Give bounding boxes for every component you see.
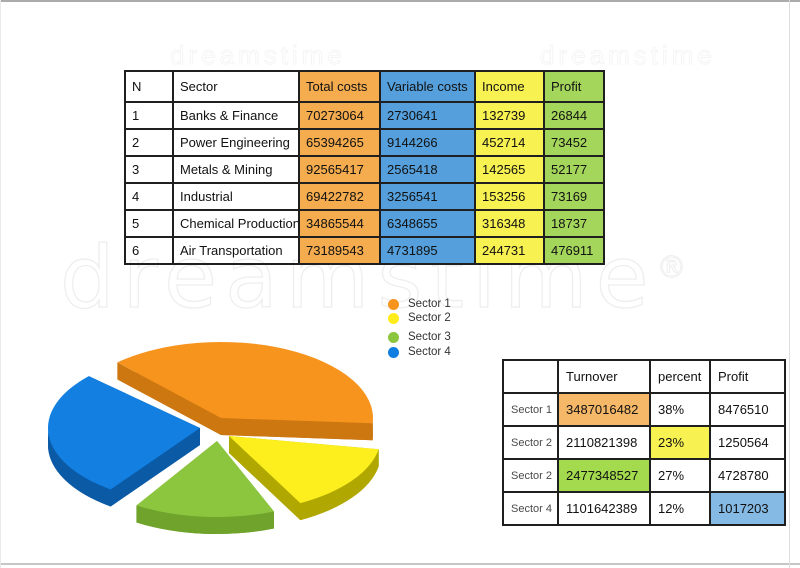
cell: Air Transportation: [172, 236, 300, 265]
cell: 70273064: [298, 101, 381, 130]
pie-chart: [47, 342, 379, 534]
cell: 12%: [649, 491, 711, 526]
cell: 38%: [649, 392, 711, 427]
summary-table: Turnover percent Profit Sector 1 3487016…: [502, 359, 786, 526]
col-header-profit: Profit: [543, 70, 605, 103]
legend-swatch-sector-1-icon: [388, 298, 399, 310]
cell: 6: [124, 236, 174, 265]
legend-label: Sector 4: [408, 346, 451, 358]
cell: 3487016482: [557, 392, 651, 427]
legend-label: Sector 2: [408, 312, 451, 324]
pie-legend: Sector 1 Sector 2 Sector 3 Sector 4: [388, 297, 508, 359]
cell: 8476510: [709, 392, 786, 427]
cell: 1017203: [709, 491, 786, 526]
legend-swatch-sector-2-icon: [388, 312, 399, 324]
cell: 132739: [474, 101, 545, 130]
col-header-percent: percent: [649, 359, 711, 394]
cell: 153256: [474, 182, 545, 211]
col-header-n: N: [124, 70, 174, 103]
col-header-profit: Profit: [709, 359, 786, 394]
table-row: 2 Power Engineering 65394265 9144266 452…: [124, 128, 605, 157]
cell: 4728780: [709, 458, 786, 493]
col-header-blank: [502, 359, 559, 394]
table-row: Sector 4 1101642389 12% 1017203: [502, 491, 786, 526]
frame-right-edge: [789, 0, 790, 568]
cell: 452714: [474, 128, 545, 157]
cell: 27%: [649, 458, 711, 493]
cell: 476911: [543, 236, 605, 265]
cell: 23%: [649, 425, 711, 460]
legend-swatch-sector-4-icon: [388, 346, 399, 358]
table-row: 6 Air Transportation 73189543 4731895 24…: [124, 236, 605, 265]
cell: 9144266: [379, 128, 476, 157]
cell: 4731895: [379, 236, 476, 265]
col-header-total-costs: Total costs: [298, 70, 381, 103]
legend-item-sector-2: Sector 2: [388, 311, 508, 325]
watermark-text: dreamstime: [540, 40, 716, 71]
watermark-registered-mark: ®: [656, 250, 695, 286]
summary-header-row: Turnover percent Profit: [502, 359, 786, 394]
cell: 2565418: [379, 155, 476, 184]
cell: 26844: [543, 101, 605, 130]
cell: Metals & Mining: [172, 155, 300, 184]
cell: 2477348527: [557, 458, 651, 493]
cell: 69422782: [298, 182, 381, 211]
cell: Power Engineering: [172, 128, 300, 157]
table-row: Sector 2 2477348527 27% 4728780: [502, 458, 786, 493]
legend-swatch-sector-3-icon: [388, 331, 399, 343]
cell: 6348655: [379, 209, 476, 238]
watermark-text: dreamstime: [170, 40, 346, 71]
legend-item-sector-1: Sector 1: [388, 297, 508, 311]
row-label: Sector 2: [502, 425, 559, 460]
cell: 73452: [543, 128, 605, 157]
cell: Chemical Production: [172, 209, 300, 238]
frame-top-edge: [0, 0, 800, 2]
frame-left-edge: [0, 0, 1, 568]
col-header-sector: Sector: [172, 70, 300, 103]
cell: 34865544: [298, 209, 381, 238]
cell: Banks & Finance: [172, 101, 300, 130]
row-label: Sector 4: [502, 491, 559, 526]
cell: Industrial: [172, 182, 300, 211]
cell: 65394265: [298, 128, 381, 157]
cell: 3256541: [379, 182, 476, 211]
col-header-turnover: Turnover: [557, 359, 651, 394]
table-row: 3 Metals & Mining 92565417 2565418 14256…: [124, 155, 605, 184]
cell: 1250564: [709, 425, 786, 460]
cell: 316348: [474, 209, 545, 238]
table-row: Sector 2 2110821398 23% 1250564: [502, 425, 786, 460]
cell: 92565417: [298, 155, 381, 184]
table-row: 1 Banks & Finance 70273064 2730641 13273…: [124, 101, 605, 130]
col-header-income: Income: [474, 70, 545, 103]
table-row: 4 Industrial 69422782 3256541 153256 731…: [124, 182, 605, 211]
table-row: Sector 1 3487016482 38% 8476510: [502, 392, 786, 427]
cell: 2: [124, 128, 174, 157]
cell: 5: [124, 209, 174, 238]
row-label: Sector 2: [502, 458, 559, 493]
legend-label: Sector 1: [408, 298, 451, 310]
cell: 1101642389: [557, 491, 651, 526]
cell: 1: [124, 101, 174, 130]
costs-table: N Sector Total costs Variable costs Inco…: [124, 70, 605, 265]
legend-item-sector-3: Sector 3: [388, 330, 508, 344]
legend-label: Sector 3: [408, 331, 451, 343]
cell: 18737: [543, 209, 605, 238]
cell: 2730641: [379, 101, 476, 130]
cell: 3: [124, 155, 174, 184]
table-row: 5 Chemical Production 34865544 6348655 3…: [124, 209, 605, 238]
col-header-variable-costs: Variable costs: [379, 70, 476, 103]
costs-table-header-row: N Sector Total costs Variable costs Inco…: [124, 70, 605, 103]
cell: 73189543: [298, 236, 381, 265]
legend-item-sector-4: Sector 4: [388, 345, 508, 359]
cell: 4: [124, 182, 174, 211]
cell: 244731: [474, 236, 545, 265]
cell: 142565: [474, 155, 545, 184]
frame-bottom-edge: [0, 563, 800, 565]
cell: 52177: [543, 155, 605, 184]
row-label: Sector 1: [502, 392, 559, 427]
cell: 2110821398: [557, 425, 651, 460]
cell: 73169: [543, 182, 605, 211]
